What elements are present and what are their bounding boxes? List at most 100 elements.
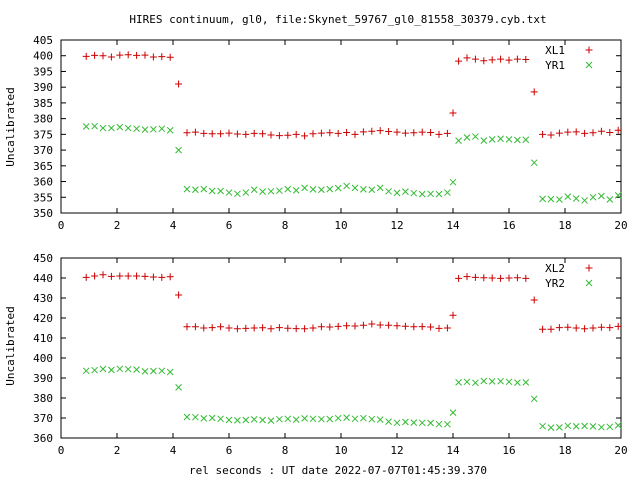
- data-point: [564, 323, 572, 331]
- data-point: [368, 415, 376, 423]
- data-point: [581, 129, 589, 137]
- data-point: [418, 128, 426, 136]
- chart-title: HIRES continuum, gl0, file:Skynet_59767_…: [129, 13, 546, 26]
- data-point: [267, 325, 275, 333]
- y-tick-label: 410: [33, 332, 53, 345]
- data-point: [368, 186, 376, 194]
- data-point: [250, 416, 258, 423]
- data-point: [326, 415, 334, 423]
- data-point: [217, 323, 225, 331]
- y-tick-label: 385: [33, 97, 53, 110]
- data-point: [234, 190, 241, 198]
- series-xl2: [82, 271, 622, 333]
- data-point: [250, 129, 258, 137]
- data-point: [581, 422, 588, 430]
- data-point: [547, 195, 555, 203]
- data-point: [116, 272, 124, 280]
- data-point: [614, 422, 622, 429]
- data-point: [449, 409, 457, 416]
- data-point: [250, 186, 258, 194]
- data-point: [589, 193, 597, 201]
- data-point: [410, 419, 418, 426]
- data-point: [351, 322, 359, 330]
- data-point: [334, 414, 342, 422]
- legend-marker: [585, 279, 593, 287]
- y-tick-label: 350: [33, 207, 53, 220]
- data-point: [91, 366, 98, 374]
- data-point: [530, 296, 538, 304]
- data-point: [435, 420, 443, 428]
- data-point: [334, 129, 342, 137]
- data-point: [598, 423, 605, 431]
- data-point: [133, 366, 140, 373]
- data-point: [191, 128, 199, 136]
- data-point: [444, 420, 451, 428]
- y-tick-label: 405: [33, 34, 53, 47]
- data-point: [141, 51, 149, 59]
- data-point: [513, 274, 521, 282]
- top-panel: Uncalibrated 350 355 360 365 370 375 380 385 390…: [4, 34, 628, 232]
- y-tick-label: 380: [33, 113, 53, 126]
- data-point: [598, 192, 605, 200]
- data-point: [463, 378, 471, 386]
- legend-marker: [585, 46, 593, 54]
- data-point: [309, 130, 317, 138]
- data-point: [513, 55, 521, 63]
- data-point: [217, 130, 225, 138]
- data-point: [309, 415, 317, 423]
- data-point: [564, 193, 572, 200]
- data-point: [175, 146, 182, 154]
- data-point: [427, 419, 434, 427]
- data-point: [402, 188, 409, 195]
- data-point: [326, 129, 334, 137]
- data-point: [242, 189, 250, 196]
- data-point: [539, 195, 546, 203]
- data-point: [116, 365, 124, 373]
- data-point: [455, 137, 462, 145]
- data-point: [166, 368, 174, 376]
- data-point: [472, 133, 479, 140]
- x-tick-label: 10: [334, 444, 347, 457]
- data-point: [385, 128, 393, 136]
- data-point: [572, 324, 580, 332]
- data-point: [376, 416, 384, 423]
- data-point: [368, 127, 376, 135]
- data-point: [225, 416, 233, 424]
- data-point: [606, 324, 614, 332]
- data-point: [191, 323, 199, 331]
- series-yr2: [82, 365, 622, 431]
- data-point: [455, 379, 462, 386]
- data-point: [530, 159, 538, 167]
- data-point: [463, 134, 471, 141]
- data-point: [455, 274, 463, 282]
- y-tick-label: 430: [33, 292, 53, 305]
- data-point: [116, 123, 124, 131]
- x-tick-label: 10: [334, 219, 347, 232]
- data-point: [192, 186, 199, 194]
- data-point: [158, 273, 166, 281]
- data-point: [514, 379, 521, 386]
- data-point: [133, 51, 141, 59]
- data-point: [91, 51, 99, 59]
- data-point: [107, 272, 115, 280]
- data-point: [589, 423, 597, 430]
- data-point: [572, 195, 580, 202]
- legend-marker: [585, 61, 593, 69]
- top-panel-ylabel: Uncalibrated: [4, 87, 17, 166]
- data-point: [539, 130, 547, 138]
- data-point: [301, 132, 309, 140]
- data-point: [284, 131, 292, 139]
- y-tick-label: 370: [33, 412, 53, 425]
- data-point: [141, 126, 149, 133]
- y-tick-label: 440: [33, 272, 53, 285]
- data-point: [581, 197, 588, 204]
- data-point: [317, 323, 325, 331]
- data-point: [242, 416, 250, 424]
- data-point: [133, 125, 140, 133]
- data-point: [99, 365, 107, 373]
- x-tick-label: 6: [226, 219, 233, 232]
- data-point: [91, 122, 98, 130]
- data-point: [435, 130, 443, 138]
- data-point: [175, 384, 182, 391]
- data-point: [410, 129, 418, 137]
